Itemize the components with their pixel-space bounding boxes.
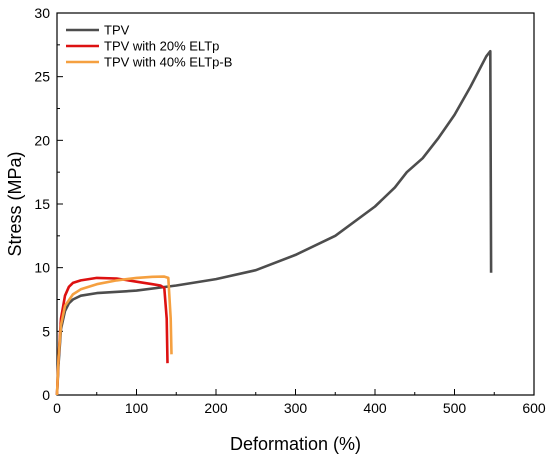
y-tick-label: 5 bbox=[42, 323, 50, 339]
y-tick-label: 15 bbox=[34, 196, 50, 212]
y-tick-label: 25 bbox=[34, 69, 50, 85]
y-tick-label: 20 bbox=[34, 132, 50, 148]
legend-label: TPV with 40% ELTp-B bbox=[104, 55, 232, 70]
series-layer bbox=[55, 49, 493, 396]
plot-frame bbox=[56, 12, 535, 396]
legend-label: TPV bbox=[104, 23, 130, 38]
legend-label: TPV with 20% ELTp bbox=[104, 39, 219, 54]
series-line-3 bbox=[55, 275, 173, 396]
x-tick-label: 100 bbox=[125, 400, 149, 416]
x-tick-label: 200 bbox=[204, 400, 228, 416]
x-axis-title: Deformation (%) bbox=[230, 434, 361, 454]
series-line-2 bbox=[55, 276, 169, 396]
y-tick-label: 10 bbox=[34, 260, 50, 276]
x-tick-label: 500 bbox=[443, 400, 467, 416]
axis-ticks: 0 100 200 300 400 500 600 0 5 10 15 20 25 30 bbox=[34, 5, 545, 416]
x-tick-label: 300 bbox=[284, 400, 308, 416]
y-tick-label: 0 bbox=[42, 387, 50, 403]
x-tick-label: 0 bbox=[53, 400, 61, 416]
x-tick-label: 600 bbox=[522, 400, 546, 416]
x-tick-label: 400 bbox=[363, 400, 387, 416]
y-axis-title: Stress (MPa) bbox=[5, 151, 25, 256]
y-tick-label: 30 bbox=[34, 5, 50, 21]
series-line-1 bbox=[55, 49, 493, 396]
